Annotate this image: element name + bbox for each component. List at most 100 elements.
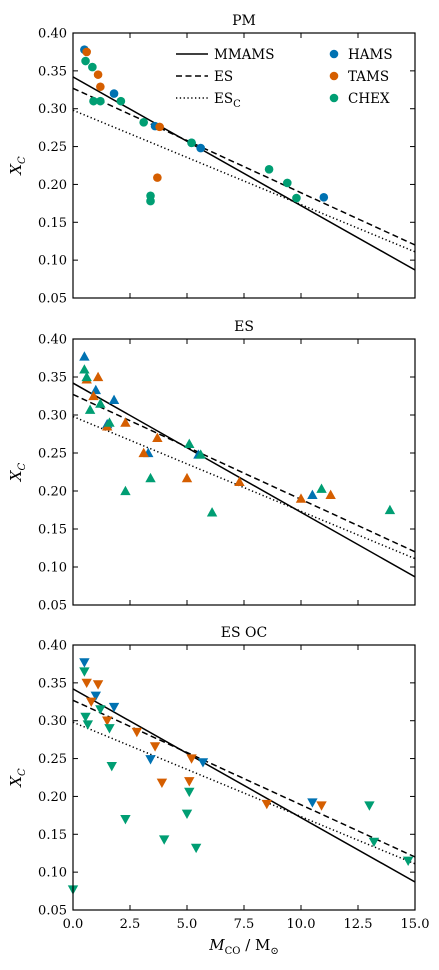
y-tick-label: 0.30	[38, 409, 67, 424]
chex-point	[206, 507, 218, 517]
y-axis-label: XC	[7, 156, 28, 176]
y-tick-label: 0.35	[38, 64, 67, 79]
y-tick-label: 0.30	[38, 102, 67, 117]
x-axis-label-sub: CO	[225, 946, 241, 957]
legend-marker-hams	[329, 49, 339, 59]
chex-point	[292, 193, 301, 203]
tams-point	[86, 697, 97, 707]
chex-point	[190, 843, 202, 854]
hams-point	[307, 798, 318, 808]
hams-point	[108, 394, 120, 404]
y-tick-label: 0.20	[38, 790, 67, 805]
tams-point	[92, 371, 104, 382]
chex-point	[184, 787, 195, 798]
y-tick-label: 0.40	[38, 333, 67, 348]
y-tick-label: 0.10	[38, 254, 67, 269]
plot-frame	[72, 644, 416, 911]
y-tick-label: 0.35	[38, 676, 67, 691]
x-tick-label: 15.0	[401, 917, 430, 932]
y-tick-label: 0.35	[38, 371, 67, 386]
fit-line-es	[73, 87, 415, 246]
tams-point	[102, 716, 113, 726]
y-axis-label-sub: C	[17, 462, 28, 470]
tams-point	[156, 778, 168, 788]
y-tick-label: 0.10	[38, 561, 67, 576]
x-tick-label: 0.0	[63, 917, 84, 932]
panel-2: ES 0.05 0.10 0.15 0.20 0.25 0.30 0.35 0.40 XC	[7, 319, 416, 614]
legend-label-main: ES	[214, 91, 233, 107]
chex-point	[82, 720, 94, 730]
hams-point	[307, 489, 318, 499]
chex-point	[145, 472, 156, 483]
chex-point	[79, 364, 90, 374]
tams-point	[81, 678, 92, 689]
chex-point	[88, 62, 97, 72]
hams-point	[319, 193, 329, 202]
tams-point	[181, 472, 193, 483]
tams-point	[261, 799, 272, 810]
tams-point	[153, 173, 162, 182]
tams-point	[131, 727, 143, 738]
tams-point	[92, 680, 104, 690]
fit-lines	[73, 382, 415, 578]
legend-marker-chex	[329, 93, 339, 103]
chex-point	[146, 196, 155, 206]
x-tick-label: 2.5	[120, 917, 141, 932]
y-axis-label: XC	[7, 768, 28, 788]
hams-point	[145, 755, 156, 765]
y-tick-label: 0.40	[38, 27, 67, 42]
chex-point	[79, 667, 90, 677]
tams-point	[120, 417, 131, 427]
fit-line-mmams	[73, 382, 415, 578]
legend-label: MMAMS	[214, 47, 274, 63]
chex-point	[368, 837, 380, 848]
x-tick-label: 12.5	[344, 917, 373, 932]
y-tick-label: 0.20	[38, 485, 67, 500]
legend-label: CHEX	[348, 91, 390, 107]
y-tick-label: 0.05	[38, 292, 67, 307]
x-axis-label: MCO / M⊙	[208, 936, 279, 957]
chex-point	[283, 178, 292, 188]
fit-line-es-c	[73, 109, 415, 253]
x-axis-label-main: M	[208, 936, 225, 954]
tams-point	[234, 476, 245, 487]
y-tick-label: 0.20	[38, 178, 67, 193]
data-points	[67, 658, 414, 895]
legend-label: ESC	[214, 91, 241, 110]
chex-point	[104, 724, 115, 734]
chex-point	[81, 56, 90, 66]
x-axis-label-unit-sub: ⊙	[270, 946, 278, 957]
fit-line-es	[73, 393, 415, 553]
chex-point	[106, 761, 117, 772]
y-tick-label: 0.40	[38, 639, 67, 654]
tams-point	[325, 489, 336, 499]
y-tick-label: 0.05	[38, 599, 67, 614]
tams-point	[155, 122, 164, 132]
plot-frame	[72, 338, 416, 606]
data-points	[80, 45, 329, 206]
y-axis-label-sub: C	[17, 768, 28, 776]
y-tick-label: 0.10	[38, 866, 67, 881]
panel-title: ES	[234, 319, 254, 335]
y-axis-label-main: X	[7, 469, 25, 482]
chex-point	[89, 96, 98, 106]
hams-point	[109, 89, 119, 98]
fit-line-es	[73, 699, 415, 858]
tams-point	[152, 432, 163, 442]
y-tick-label: 0.15	[38, 523, 67, 538]
chex-point	[159, 835, 170, 845]
y-tick-label: 0.15	[38, 828, 67, 843]
tams-point	[149, 742, 161, 752]
fit-line-mmams	[73, 688, 415, 883]
data-points	[79, 351, 396, 517]
chex-point	[84, 404, 96, 414]
chex-point	[384, 504, 396, 515]
legend-label-main: ES	[214, 69, 233, 85]
y-tick-label: 0.25	[38, 447, 67, 462]
y-tick-label: 0.15	[38, 216, 67, 231]
chex-point	[95, 398, 106, 408]
hams-point	[90, 691, 101, 701]
chex-point	[81, 371, 92, 382]
